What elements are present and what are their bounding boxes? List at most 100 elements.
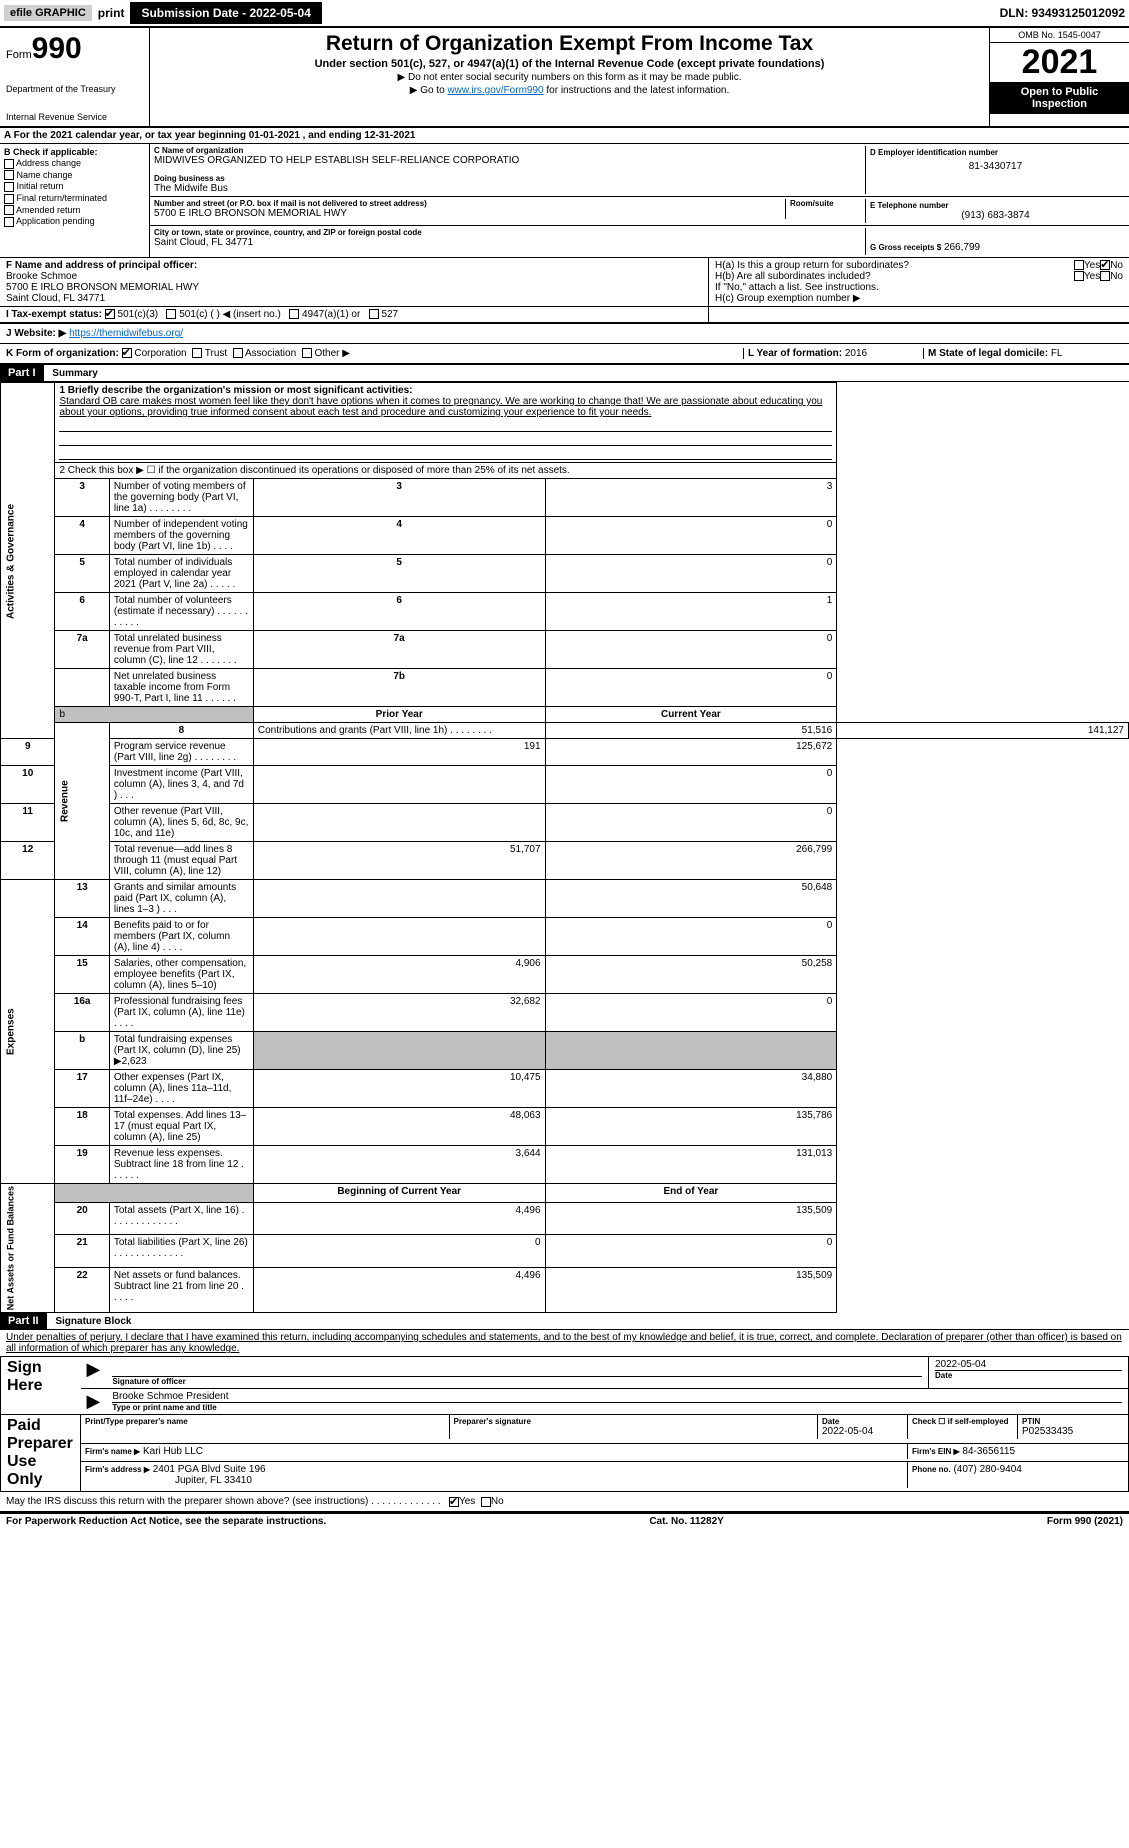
footer-left: For Paperwork Reduction Act Notice, see … (6, 1516, 326, 1527)
footer: For Paperwork Reduction Act Notice, see … (0, 1513, 1129, 1529)
chk-initial-return[interactable] (4, 182, 14, 192)
org-name: MIDWIVES ORGANIZED TO HELP ESTABLISH SEL… (154, 155, 865, 166)
omb-number: OMB No. 1545-0047 (990, 28, 1129, 43)
end-year-header: End of Year (545, 1184, 837, 1203)
line-i-j: I Tax-exempt status: 501(c)(3) 501(c) ( … (0, 307, 1129, 324)
h-b-note: If "No," attach a list. See instructions… (715, 282, 1123, 293)
chk-final-return[interactable] (4, 194, 14, 204)
subtitle: Under section 501(c), 527, or 4947(a)(1)… (154, 58, 985, 70)
net-row: 20Total assets (Part X, line 16) . . . .… (1, 1203, 1129, 1235)
arrow-icon: ▶ (87, 1391, 101, 1411)
open-inspection: Open to Public Inspection (990, 82, 1129, 114)
mission-text: Standard OB care makes most women feel l… (59, 396, 832, 418)
q2-text: 2 Check this box ▶ ☐ if the organization… (55, 463, 837, 479)
chk-address-change[interactable] (4, 159, 14, 169)
exp-row: bTotal fundraising expenses (Part IX, co… (1, 1032, 1129, 1070)
ag-row: 5Total number of individuals employed in… (1, 555, 1129, 593)
gross-receipts-label: G Gross receipts $ (870, 243, 941, 252)
form-number: 990 (32, 32, 82, 65)
exp-row: 18Total expenses. Add lines 13–17 (must … (1, 1108, 1129, 1146)
line-m-label: M State of legal domicile: (928, 348, 1048, 359)
may-irs-no[interactable] (481, 1497, 491, 1507)
box-c-wrapper: C Name of organization MIDWIVES ORGANIZE… (150, 144, 1129, 257)
line-l-label: L Year of formation: (748, 348, 842, 359)
efile-label: efile GRAPHIC (4, 5, 92, 21)
dba-value: The Midwife Bus (154, 183, 865, 194)
ag-row: 6Total number of volunteers (estimate if… (1, 593, 1129, 631)
phone-label: E Telephone number (870, 201, 1121, 210)
chk-amended[interactable] (4, 205, 14, 215)
instruction-2: ▶ Go to www.irs.gov/Form990 for instruct… (154, 85, 985, 96)
footer-right: Form 990 (2021) (1047, 1516, 1123, 1527)
chk-other[interactable] (302, 348, 312, 358)
chk-501c[interactable] (166, 309, 176, 319)
chk-association[interactable] (233, 348, 243, 358)
section-bcdefg: B Check if applicable: Address change Na… (0, 144, 1129, 258)
h-b-label: H(b) Are all subordinates included? (715, 271, 1074, 282)
chk-name-change[interactable] (4, 170, 14, 180)
part-2-header: Part II (0, 1313, 47, 1329)
header-middle: Return of Organization Exempt From Incom… (150, 28, 989, 126)
chk-501c3[interactable] (105, 309, 115, 319)
vert-revenue: Revenue (55, 723, 109, 880)
firm-ein: 84-3656115 (962, 1446, 1015, 1457)
h-a-label: H(a) Is this a group return for subordin… (715, 260, 1074, 271)
chk-527[interactable] (369, 309, 379, 319)
arrow-icon: ▶ (87, 1359, 101, 1379)
print-label[interactable]: print (98, 6, 125, 20)
officer-addr2: Saint Cloud, FL 34771 (6, 293, 702, 304)
box-b: B Check if applicable: Address change Na… (0, 144, 150, 257)
q1-label: 1 Briefly describe the organization's mi… (59, 385, 832, 396)
h-a-yes[interactable] (1074, 260, 1084, 270)
part-2-title: Signature Block (49, 1314, 137, 1329)
part-2-header-row: Part II Signature Block (0, 1313, 1129, 1330)
h-b-yes[interactable] (1074, 271, 1084, 281)
date-label: Date (935, 1371, 1122, 1380)
sign-here-label: Sign Here (7, 1359, 75, 1395)
chk-application-pending[interactable] (4, 217, 14, 227)
chk-trust[interactable] (192, 348, 202, 358)
prior-year-header: Prior Year (253, 707, 545, 723)
h-c-label: H(c) Group exemption number ▶ (715, 293, 1123, 304)
irs-link[interactable]: www.irs.gov/Form990 (447, 85, 543, 96)
dln-label: DLN: 93493125012092 (1000, 6, 1125, 20)
vert-activities-governance: Activities & Governance (1, 383, 55, 739)
ag-row: 3Number of voting members of the governi… (1, 479, 1129, 517)
type-name-label: Type or print name and title (112, 1403, 1122, 1412)
firm-addr2: Jupiter, FL 33410 (85, 1475, 903, 1486)
may-irs-yes[interactable] (449, 1497, 459, 1507)
form-label: Form (6, 49, 32, 61)
h-a-no[interactable] (1100, 260, 1110, 270)
sig-date: 2022-05-04 (935, 1359, 1122, 1371)
line-a: A For the 2021 calendar year, or tax yea… (0, 128, 1129, 144)
header-right: OMB No. 1545-0047 2021 Open to Public In… (989, 28, 1129, 126)
website-link[interactable]: https://themidwifebus.org/ (69, 328, 183, 339)
signature-declaration: Under penalties of perjury, I declare th… (0, 1330, 1129, 1356)
officer-addr1: 5700 E IRLO BRONSON MEMORIAL HWY (6, 282, 702, 293)
line-i-label: I Tax-exempt status: (6, 309, 102, 320)
part-1-title: Summary (46, 366, 104, 381)
vert-net-assets: Net Assets or Fund Balances (1, 1184, 55, 1313)
dept-irs: Internal Revenue Service (6, 112, 143, 122)
chk-corporation[interactable] (122, 348, 132, 358)
footer-mid: Cat. No. 11282Y (649, 1516, 723, 1527)
submission-date-button[interactable]: Submission Date - 2022-05-04 (130, 2, 321, 24)
exp-row: 14Benefits paid to or for members (Part … (1, 918, 1129, 956)
ptin-value: P02533435 (1022, 1426, 1124, 1437)
firm-name: Kari Hub LLC (143, 1446, 203, 1457)
part-1-header-row: Part I Summary (0, 365, 1129, 382)
line-l-value: 2016 (845, 348, 867, 359)
ag-row: Net unrelated business taxable income fr… (1, 669, 1129, 707)
firm-addr1: 2401 PGA Blvd Suite 196 (153, 1464, 266, 1475)
room-label: Room/suite (790, 199, 865, 208)
ag-row: 7aTotal unrelated business revenue from … (1, 631, 1129, 669)
may-irs-row: May the IRS discuss this return with the… (0, 1492, 1129, 1513)
line-j-label: J Website: ▶ (6, 328, 66, 339)
h-b-no[interactable] (1100, 271, 1110, 281)
org-name-label: C Name of organization (154, 146, 865, 155)
chk-4947[interactable] (289, 309, 299, 319)
rev-row: 10Investment income (Part VIII, column (… (1, 766, 1129, 804)
gross-receipts-value: 266,799 (944, 242, 980, 253)
top-bar: efile GRAPHIC print Submission Date - 20… (0, 0, 1129, 26)
tax-year: 2021 (990, 43, 1129, 82)
